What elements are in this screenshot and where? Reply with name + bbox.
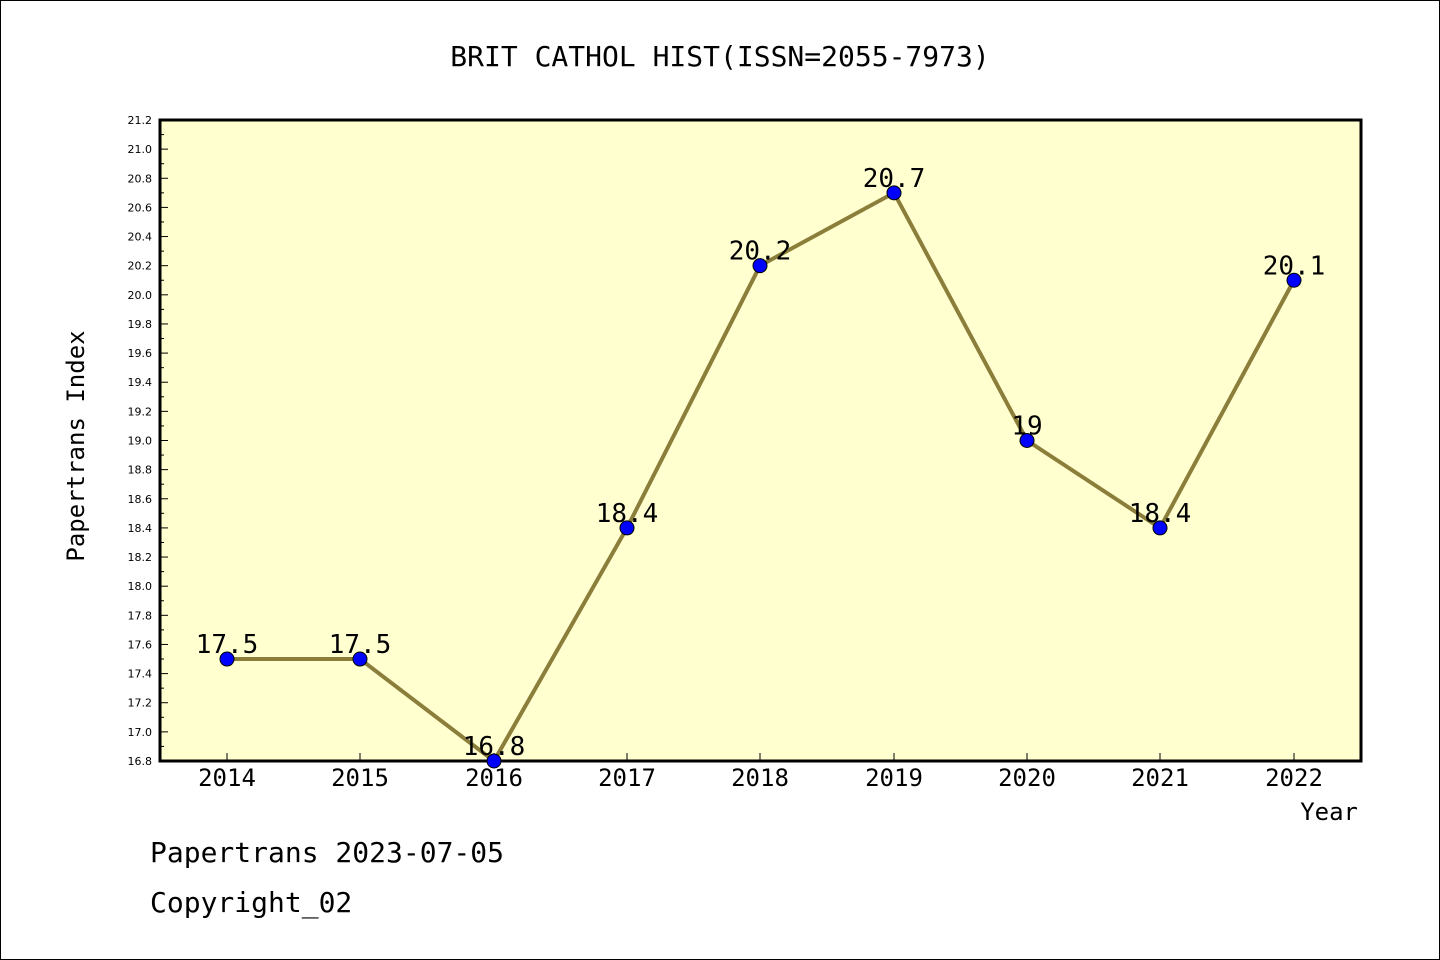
x-tick-label: 2019	[865, 764, 923, 792]
y-axis-label: Papertrans Index	[62, 330, 90, 561]
y-axis: 16.8 17.0 17.2 17.4 17.6 17.8 18.0 18.2 18.4 18.6…	[128, 114, 168, 768]
footer-copyright: Copyright_02	[150, 886, 353, 919]
y-tick-label: 17.4	[128, 668, 153, 681]
data-point	[1019, 433, 1035, 448]
data-label: 19	[1011, 412, 1042, 442]
y-tick-label: 17.6	[128, 638, 153, 651]
y-tick-label: 17.8	[128, 609, 153, 622]
y-tick-label: 20.6	[128, 201, 153, 214]
x-tick-label: 2020	[998, 764, 1056, 792]
chart-title: BRIT CATHOL HIST(ISSN=2055-7973)	[450, 40, 989, 73]
y-tick-label: 21.2	[128, 114, 153, 127]
y-tick-label: 20.4	[128, 231, 153, 244]
y-tick-label: 20.2	[128, 260, 153, 273]
y-tick-label: 19.8	[128, 318, 153, 331]
y-tick-label: 19.6	[128, 347, 153, 360]
series-papertrans-index: 17.5 17.5 16.8 18.4 20.2 20.7 19 18.4 20.1	[196, 164, 1326, 769]
data-label: 20.7	[863, 164, 926, 194]
y-tick-label: 18.6	[128, 493, 153, 506]
y-tick-label: 18.4	[128, 522, 153, 535]
y-tick-label: 20.0	[128, 289, 153, 302]
x-tick-label: 2018	[731, 764, 789, 792]
data-label: 18.4	[1129, 499, 1192, 529]
y-tick-label: 19.4	[128, 376, 153, 389]
y-tick-label: 19.0	[128, 435, 153, 448]
data-point	[486, 753, 502, 769]
data-point	[1152, 520, 1168, 536]
data-point	[752, 258, 768, 274]
y-tick-label: 18.0	[128, 580, 153, 593]
x-tick-label: 2014	[198, 764, 256, 792]
y-tick-label: 17.2	[128, 697, 153, 710]
x-tick-label: 2021	[1131, 764, 1189, 792]
data-point	[219, 651, 235, 667]
data-label: 17.5	[329, 630, 392, 660]
data-label: 16.8	[463, 732, 526, 762]
y-tick-label: 21.0	[128, 143, 153, 156]
x-tick-label: 2015	[331, 764, 389, 792]
footer-date: Papertrans 2023-07-05	[150, 836, 505, 869]
data-label: 20.1	[1263, 251, 1326, 281]
y-tick-label: 18.8	[128, 464, 153, 477]
data-label: 20.2	[729, 237, 792, 267]
plot-area	[158, 118, 1363, 763]
y-tick-label: 19.2	[128, 405, 153, 418]
x-axis-label: Year	[1300, 798, 1358, 826]
x-axis: 2014 2015 2016 2017 2018 2019 2020 2021 2022	[198, 753, 1323, 792]
data-label: 17.5	[196, 630, 259, 660]
data-point	[1286, 272, 1302, 288]
y-tick-label: 18.2	[128, 551, 153, 564]
x-tick-label: 2016	[465, 764, 523, 792]
data-label: 18.4	[596, 499, 659, 529]
data-point	[619, 520, 635, 536]
data-point	[352, 651, 368, 667]
y-tick-label: 20.8	[128, 172, 153, 185]
y-tick-label: 17.0	[128, 726, 153, 739]
x-tick-label: 2017	[598, 764, 656, 792]
data-point	[886, 185, 902, 201]
x-tick-label: 2022	[1265, 764, 1323, 792]
y-tick-label: 16.8	[128, 755, 153, 768]
